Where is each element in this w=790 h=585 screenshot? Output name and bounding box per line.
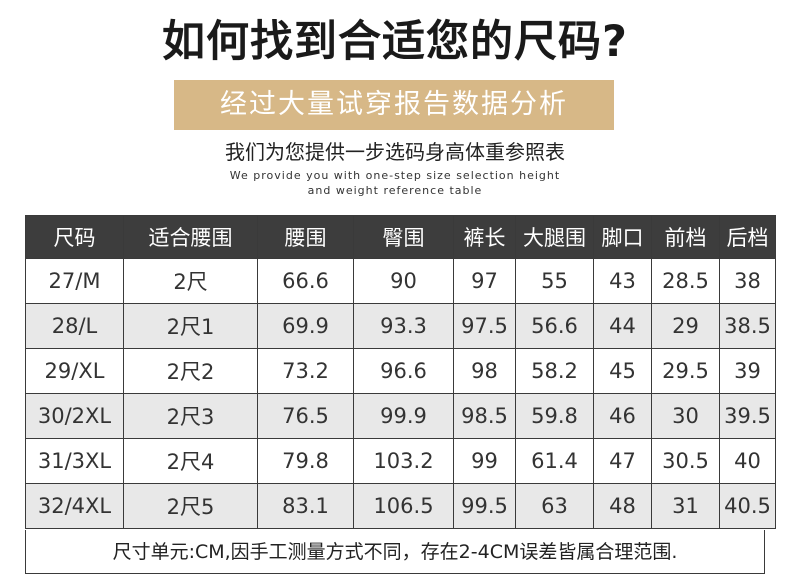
table-cell: 40 — [719, 438, 776, 484]
table-cell: 46 — [593, 393, 652, 439]
table-cell: 2尺2 — [123, 348, 258, 394]
analysis-banner: 经过大量试穿报告数据分析 — [174, 80, 614, 130]
table-cell: 2尺3 — [123, 393, 258, 439]
table-cell: 98.5 — [453, 393, 516, 439]
page-title: 如何找到合适您的尺码? — [162, 17, 628, 67]
table-cell: 48 — [593, 483, 652, 529]
table-row: 31/3XL 2尺4 79.8 103.2 99 61.4 47 30.5 40 — [25, 438, 776, 484]
table-cell: 69.9 — [257, 303, 354, 349]
table-cell: 31 — [651, 483, 720, 529]
table-cell: 98 — [453, 348, 516, 394]
table-row: 32/4XL 2尺5 83.1 106.5 99.5 63 48 31 40.5 — [25, 483, 776, 529]
header-thigh: 大腿围 — [515, 215, 594, 259]
table-cell: 56.6 — [515, 303, 594, 349]
table-cell: 30/2XL — [25, 393, 124, 439]
english-line-2: and weight reference table — [307, 184, 483, 197]
table-cell: 103.2 — [353, 438, 454, 484]
table-header-row: 尺码 适合腰围 腰围 臀围 裤长 大腿围 脚口 前档 后档 — [25, 215, 776, 259]
table-cell: 61.4 — [515, 438, 594, 484]
table-cell: 29 — [651, 303, 720, 349]
size-chart-table: 尺码 适合腰围 腰围 臀围 裤长 大腿围 脚口 前档 后档 27/M 2尺 66… — [25, 215, 776, 529]
table-cell: 44 — [593, 303, 652, 349]
table-cell: 90 — [353, 258, 454, 304]
table-cell: 27/M — [25, 258, 124, 304]
table-cell: 40.5 — [719, 483, 776, 529]
table-cell: 66.6 — [257, 258, 354, 304]
table-cell: 29/XL — [25, 348, 124, 394]
table-cell: 30 — [651, 393, 720, 439]
table-cell: 63 — [515, 483, 594, 529]
table-cell: 28/L — [25, 303, 124, 349]
table-cell: 99.5 — [453, 483, 516, 529]
table-cell: 99.9 — [353, 393, 454, 439]
table-cell: 28.5 — [651, 258, 720, 304]
table-cell: 76.5 — [257, 393, 354, 439]
table-cell: 45 — [593, 348, 652, 394]
table-cell: 2尺 — [123, 258, 258, 304]
table-cell: 58.2 — [515, 348, 594, 394]
header-hip: 臀围 — [353, 215, 454, 259]
table-cell: 73.2 — [257, 348, 354, 394]
measurement-footnote: 尺寸单元:CM,因手工测量方式不同，存在2-4CM误差皆属合理范围. — [25, 530, 765, 574]
header-leg-opening: 脚口 — [593, 215, 652, 259]
table-cell: 79.8 — [257, 438, 354, 484]
table-cell: 2尺5 — [123, 483, 258, 529]
table-cell: 55 — [515, 258, 594, 304]
table-row: 30/2XL 2尺3 76.5 99.9 98.5 59.8 46 30 39.… — [25, 393, 776, 439]
table-cell: 106.5 — [353, 483, 454, 529]
table-cell: 31/3XL — [25, 438, 124, 484]
table-row: 27/M 2尺 66.6 90 97 55 43 28.5 38 — [25, 258, 776, 304]
table-cell: 29.5 — [651, 348, 720, 394]
table-cell: 96.6 — [353, 348, 454, 394]
table-cell: 59.8 — [515, 393, 594, 439]
table-cell: 83.1 — [257, 483, 354, 529]
table-cell: 38 — [719, 258, 776, 304]
table-cell: 99 — [453, 438, 516, 484]
table-cell: 43 — [593, 258, 652, 304]
table-row: 28/L 2尺1 69.9 93.3 97.5 56.6 44 29 38.5 — [25, 303, 776, 349]
subtitle: 我们为您提供一步选码身高体重参照表 — [225, 140, 565, 164]
header-size: 尺码 — [25, 215, 124, 259]
table-cell: 38.5 — [719, 303, 776, 349]
header-back-rise: 后档 — [719, 215, 776, 259]
table-cell: 97.5 — [453, 303, 516, 349]
header-front-rise: 前档 — [651, 215, 720, 259]
table-cell: 32/4XL — [25, 483, 124, 529]
english-line-1: We provide you with one-step size select… — [229, 169, 561, 182]
header-length: 裤长 — [453, 215, 516, 259]
table-cell: 39.5 — [719, 393, 776, 439]
table-cell: 39 — [719, 348, 776, 394]
english-subtitle: We provide you with one-step size select… — [0, 168, 790, 198]
table-cell: 97 — [453, 258, 516, 304]
table-cell: 2尺4 — [123, 438, 258, 484]
header-waist: 腰围 — [257, 215, 354, 259]
table-cell: 2尺1 — [123, 303, 258, 349]
table-cell: 47 — [593, 438, 652, 484]
header-fit-waist: 适合腰围 — [123, 215, 258, 259]
table-cell: 93.3 — [353, 303, 454, 349]
table-cell: 30.5 — [651, 438, 720, 484]
table-row: 29/XL 2尺2 73.2 96.6 98 58.2 45 29.5 39 — [25, 348, 776, 394]
